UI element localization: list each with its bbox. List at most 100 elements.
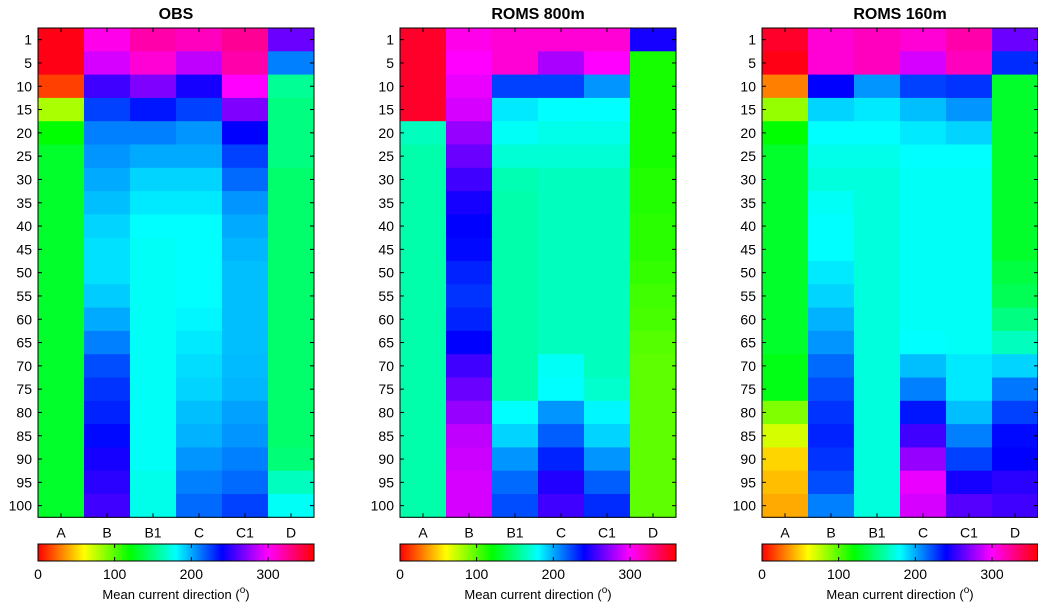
heatmap-cell [400, 330, 447, 355]
y-tick-label: 75 [740, 381, 756, 397]
heatmap-cell [222, 354, 269, 378]
heatmap-cell [538, 167, 585, 192]
heatmap-cell [176, 354, 223, 378]
heatmap-cell [946, 261, 993, 285]
heatmap-cell [538, 97, 585, 122]
heatmap-cell [854, 237, 901, 262]
heatmap-cell [584, 214, 631, 239]
y-tick-label: 45 [378, 241, 394, 257]
y-tick-label: 80 [16, 404, 32, 420]
x-tick-label: A [56, 524, 66, 540]
heatmap-cell [808, 470, 855, 495]
x-tick-label: A [780, 524, 790, 540]
heatmap-cell [762, 237, 809, 262]
heatmap-cell [268, 191, 315, 215]
heatmap-cell [222, 470, 269, 495]
heatmap-cell [762, 261, 809, 285]
heatmap-cell [130, 284, 177, 309]
heatmap-cell [400, 447, 447, 472]
heatmap-cell [900, 400, 947, 425]
heatmap-cell [176, 470, 223, 495]
heatmap-cell [446, 74, 493, 99]
heatmap-cell [268, 167, 315, 192]
heatmap-cell [538, 400, 585, 425]
heatmap-cell [992, 284, 1038, 309]
heatmap-cell [538, 144, 585, 169]
heatmap-cell [492, 167, 539, 192]
heatmap-cell [946, 494, 993, 518]
heatmap-cell [84, 470, 131, 495]
heatmap-cell [268, 307, 315, 332]
heatmap-cell [538, 284, 585, 309]
heatmap-cell [946, 97, 993, 122]
y-tick-label: 50 [740, 265, 756, 281]
heatmap-cell [446, 261, 493, 285]
heatmap-cell [854, 284, 901, 309]
heatmap-cell [854, 97, 901, 122]
heatmap-cell [900, 354, 947, 378]
heatmap-cell [84, 494, 131, 518]
heatmap-cell [176, 330, 223, 355]
heatmap-cell [808, 51, 855, 76]
heatmap-cell [268, 97, 315, 122]
heatmap-cell [176, 307, 223, 332]
heatmap-cell [400, 470, 447, 495]
heatmap-cell [854, 307, 901, 332]
heatmap-cell [808, 237, 855, 262]
heatmap-cell [268, 354, 315, 378]
y-tick-label: 40 [740, 218, 756, 234]
heatmap-cell [176, 51, 223, 76]
x-tick-label: B1 [506, 524, 523, 540]
colorbar-label-degree: o [964, 585, 970, 596]
heatmap-cell [38, 237, 85, 262]
heatmap-cell [946, 167, 993, 192]
heatmap-cell [492, 447, 539, 472]
heatmap-cell [630, 494, 677, 518]
colorbar-tick-label: 300 [980, 566, 1004, 582]
heatmap-cell [762, 28, 809, 52]
x-tick-label: B [826, 524, 835, 540]
heatmap-cell [808, 121, 855, 145]
heatmap-cell [946, 74, 993, 99]
heatmap-cell [130, 28, 177, 52]
heatmap-cell [446, 494, 493, 518]
colorbar-label: Mean current direction (o) [464, 585, 611, 602]
heatmap-cell [84, 307, 131, 332]
heatmap-cell [84, 377, 131, 402]
x-tick-label: B [102, 524, 111, 540]
heatmap-cell [222, 121, 269, 145]
heatmap-cell [130, 191, 177, 215]
heatmap-cell [176, 261, 223, 285]
heatmap-cell [900, 494, 947, 518]
heatmap-cell [130, 237, 177, 262]
x-tick-label: C1 [598, 524, 616, 540]
y-tick-label: 80 [378, 404, 394, 420]
panel-1: ROMS 800m1510152025303540455055606570758… [371, 6, 677, 602]
heatmap-cell [492, 284, 539, 309]
heatmap-cell [38, 28, 85, 52]
heatmap-cell [268, 284, 315, 309]
heatmap-cell [762, 377, 809, 402]
heatmap-cell [992, 51, 1038, 76]
x-tick-label: B1 [144, 524, 161, 540]
y-tick-label: 90 [740, 451, 756, 467]
heatmap-cell [222, 237, 269, 262]
heatmap-cell [400, 284, 447, 309]
heatmap-cell [446, 144, 493, 169]
y-tick-label: 50 [16, 265, 32, 281]
y-tick-label: 40 [378, 218, 394, 234]
heatmap-cell [584, 470, 631, 495]
heatmap-cell [538, 377, 585, 402]
y-tick-label: 15 [740, 102, 756, 118]
heatmap-cell [38, 167, 85, 192]
heatmap-cell [400, 354, 447, 378]
y-tick-label: 75 [378, 381, 394, 397]
heatmap-cell [176, 447, 223, 472]
heatmap-cell [630, 330, 677, 355]
heatmap-cell [400, 214, 447, 239]
heatmap-cell [492, 144, 539, 169]
heatmap-cell [268, 470, 315, 495]
heatmap-cell [630, 191, 677, 215]
y-tick-label: 35 [378, 195, 394, 211]
y-tick-label: 85 [16, 428, 32, 444]
